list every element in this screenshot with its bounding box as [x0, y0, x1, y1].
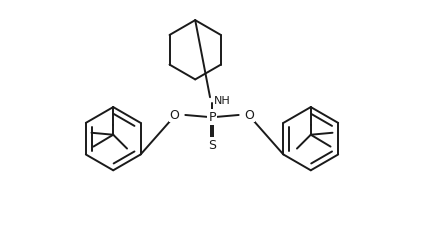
Text: S: S [208, 138, 216, 151]
Text: O: O [245, 109, 254, 122]
Text: P: P [208, 111, 216, 124]
Text: O: O [170, 109, 179, 122]
Text: NH: NH [214, 96, 231, 106]
